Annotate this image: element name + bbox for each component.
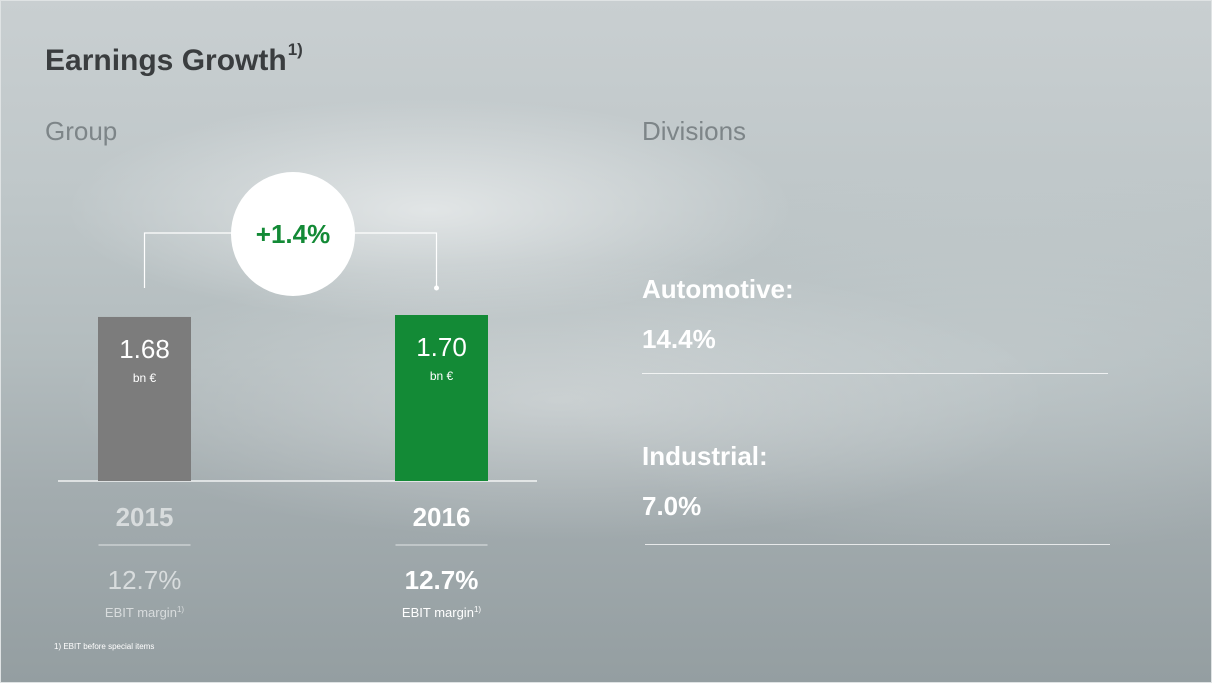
slide-title-text: Earnings Growth <box>45 44 287 77</box>
ebit-margin-label: EBIT margin1) <box>402 605 481 620</box>
division-name-industrial: Industrial: <box>642 441 768 471</box>
footnote: 1) EBIT before special items <box>54 642 155 651</box>
growth-label: +1.4% <box>256 219 330 249</box>
growth-circle <box>231 172 355 296</box>
ebit-margin-value: 12.7% <box>405 565 479 595</box>
ebit-margin-value: 12.7% <box>108 565 182 595</box>
bar-2015 <box>98 316 191 481</box>
division-value-automotive: 14.4% <box>642 324 716 354</box>
slide-title-footnote-mark: 1) <box>287 40 303 59</box>
division-name-automotive: Automotive: <box>642 274 794 304</box>
division-divider-automotive <box>642 373 1108 374</box>
group-label: Group <box>45 116 118 146</box>
slide-title: Earnings Growth1) <box>45 40 303 78</box>
earnings-bar-chart: 1.68 bn € 2015 12.7% EBIT margin1) 1.70 bn € 20… <box>58 172 537 620</box>
bar-2016 <box>395 315 488 481</box>
bar-unit-label: bn € <box>133 371 157 385</box>
division-divider-industrial <box>645 544 1110 545</box>
year-label: 2016 <box>413 502 471 532</box>
division-value-industrial: 7.0% <box>642 491 702 521</box>
bar-value-label: 1.70 <box>416 332 467 362</box>
ebit-margin-label: EBIT margin1) <box>105 605 184 620</box>
divisions-label: Divisions <box>642 116 747 146</box>
bar-value-label: 1.68 <box>119 334 170 364</box>
growth-connector-dot <box>434 285 439 291</box>
year-label: 2015 <box>116 502 174 532</box>
bar-unit-label: bn € <box>430 369 454 383</box>
